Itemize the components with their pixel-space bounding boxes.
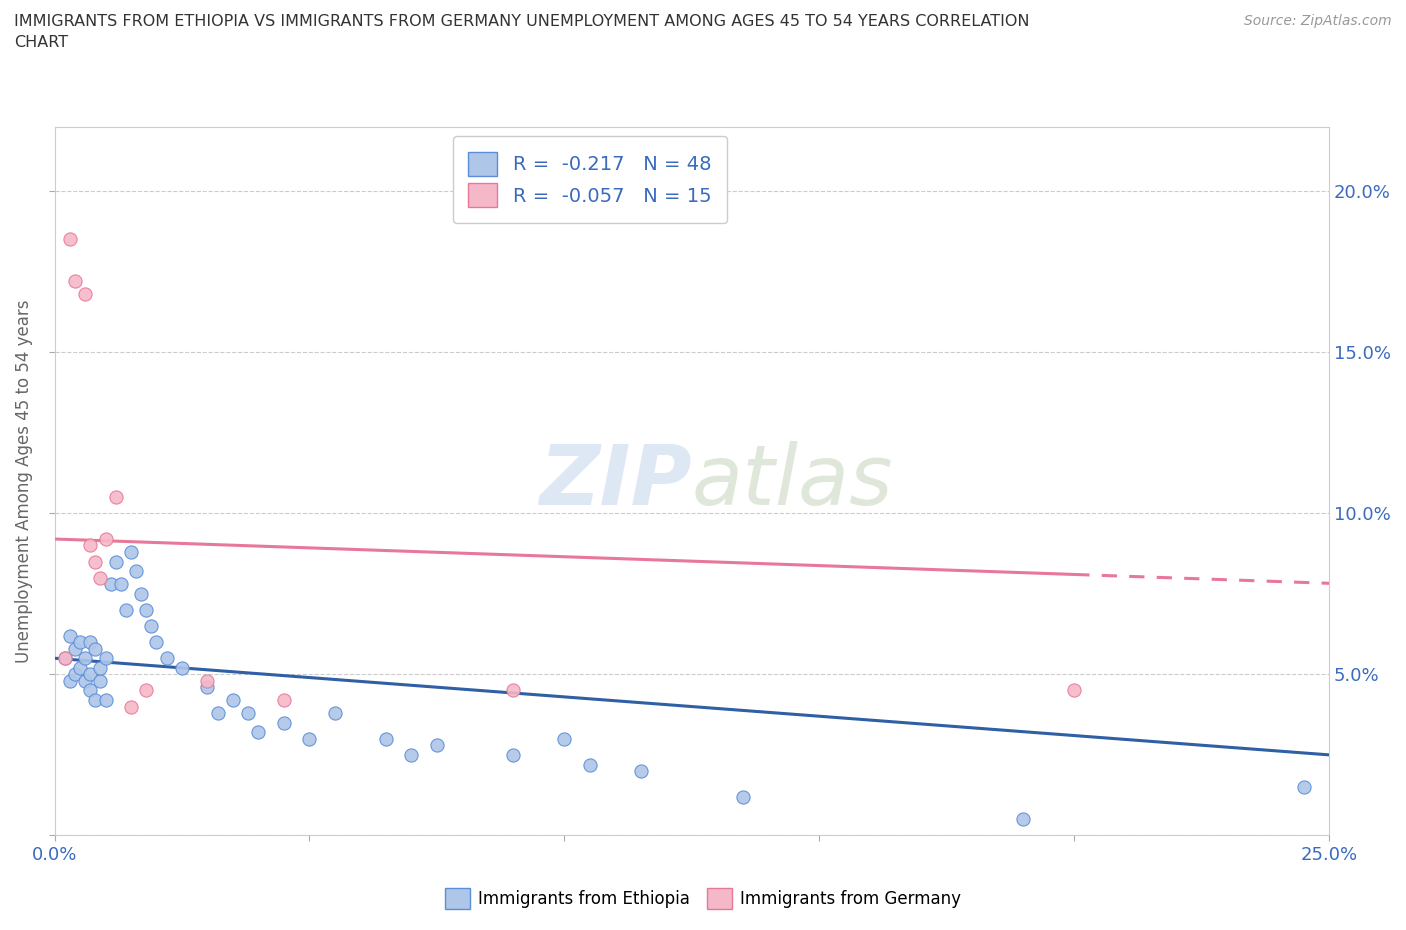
Point: [79, 667, 101, 682]
Point: [89, 673, 111, 688]
Y-axis label: Unemployment Among Ages 45 to 54 years: Unemployment Among Ages 45 to 54 years: [15, 299, 32, 663]
Point: [273, 715, 295, 730]
Point: [1063, 683, 1085, 698]
Point: [104, 554, 127, 569]
Point: [197, 673, 219, 688]
Point: [94, 532, 117, 547]
Point: [75, 673, 97, 688]
Point: [141, 618, 163, 633]
Point: [323, 706, 346, 721]
Point: [63, 641, 86, 656]
Point: [197, 680, 219, 695]
Legend: Immigrants from Ethiopia, Immigrants from Germany: Immigrants from Ethiopia, Immigrants fro…: [436, 880, 970, 917]
Point: [53, 651, 76, 666]
Point: [69, 634, 91, 649]
Point: [63, 667, 86, 682]
Point: [59, 673, 82, 688]
Point: [1292, 779, 1315, 794]
Point: [53, 651, 76, 666]
Point: [110, 577, 132, 591]
Point: [630, 764, 652, 778]
Point: [502, 683, 524, 698]
Point: [298, 731, 321, 746]
Point: [731, 790, 754, 804]
Point: [273, 693, 295, 708]
Point: [247, 724, 270, 739]
Point: [135, 603, 157, 618]
Point: [502, 748, 524, 763]
Point: [238, 706, 260, 721]
Text: IMMIGRANTS FROM ETHIOPIA VS IMMIGRANTS FROM GERMANY UNEMPLOYMENT AMONG AGES 45 T: IMMIGRANTS FROM ETHIOPIA VS IMMIGRANTS F…: [14, 14, 1029, 50]
Point: [401, 748, 423, 763]
Point: [156, 651, 179, 666]
Point: [79, 683, 101, 698]
Point: [222, 693, 245, 708]
Point: [94, 651, 117, 666]
Point: [63, 273, 86, 288]
Point: [579, 757, 602, 772]
Point: [145, 634, 167, 649]
Point: [94, 693, 117, 708]
Point: [59, 232, 82, 246]
Point: [170, 660, 193, 675]
Text: atlas: atlas: [692, 441, 893, 522]
Legend: R =  -0.217   N = 48, R =  -0.057   N = 15: R = -0.217 N = 48, R = -0.057 N = 15: [453, 137, 727, 222]
Point: [79, 634, 101, 649]
Point: [69, 660, 91, 675]
Point: [79, 538, 101, 553]
Point: [84, 554, 107, 569]
Text: ZIP: ZIP: [540, 441, 692, 522]
Point: [75, 651, 97, 666]
Point: [89, 660, 111, 675]
Point: [84, 693, 107, 708]
Point: [1012, 812, 1035, 827]
Point: [84, 641, 107, 656]
Point: [120, 699, 142, 714]
Point: [125, 564, 148, 578]
Point: [59, 629, 82, 644]
Point: [100, 577, 122, 591]
Point: [75, 286, 97, 301]
Point: [104, 490, 127, 505]
Point: [426, 737, 449, 752]
Point: [207, 706, 229, 721]
Point: [553, 731, 575, 746]
Point: [120, 544, 142, 559]
Point: [89, 570, 111, 585]
Point: [115, 603, 138, 618]
Point: [129, 586, 152, 601]
Text: Source: ZipAtlas.com: Source: ZipAtlas.com: [1244, 14, 1392, 28]
Point: [135, 683, 157, 698]
Point: [374, 731, 396, 746]
